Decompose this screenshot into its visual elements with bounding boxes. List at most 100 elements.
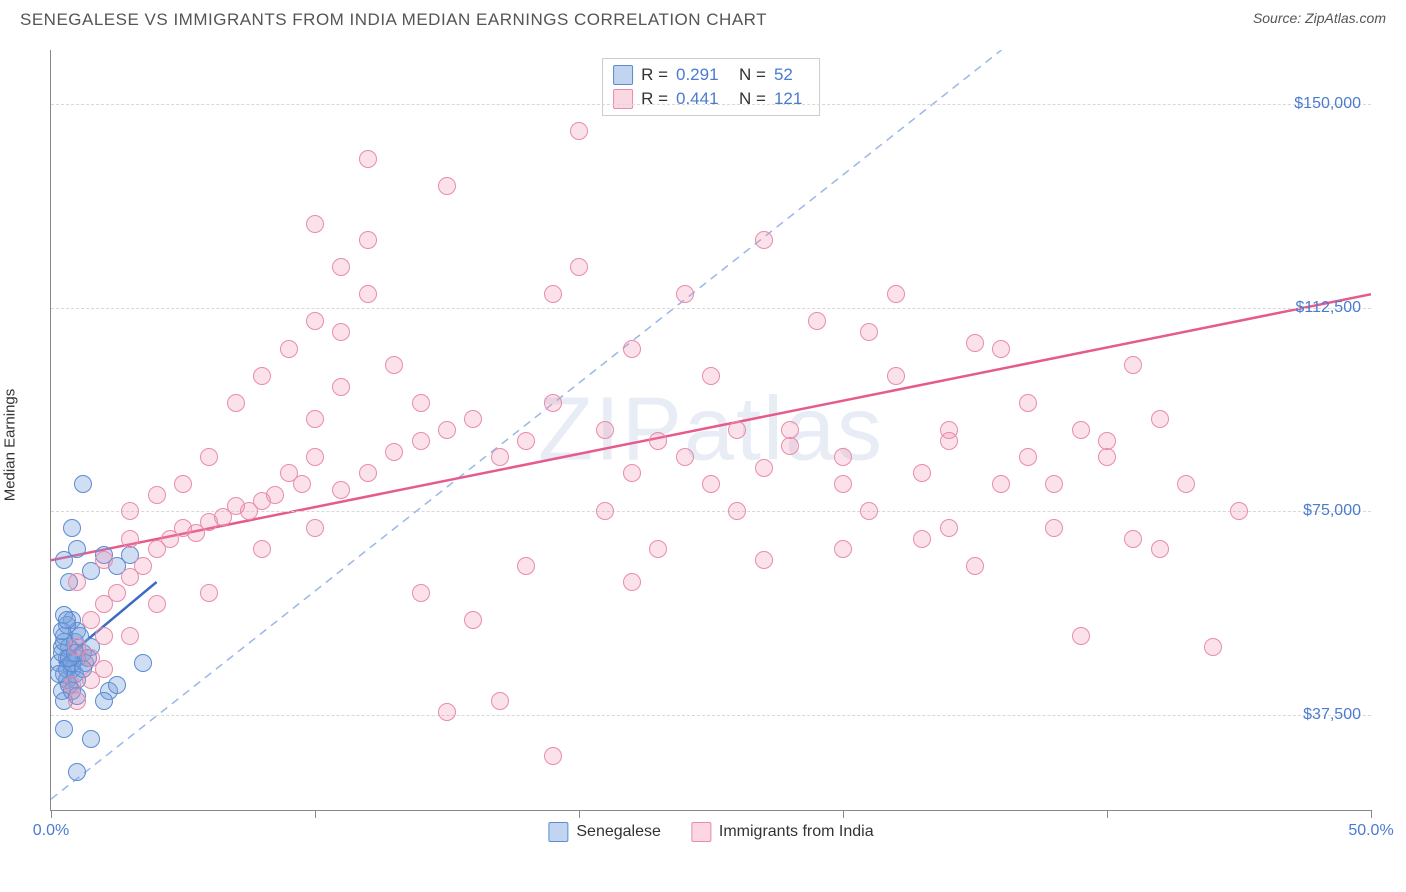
series-legend: Senegalese Immigrants from India <box>548 822 873 842</box>
n-label: N = <box>739 89 766 109</box>
x-tick <box>843 810 844 818</box>
data-point <box>887 367 905 385</box>
data-point <box>544 747 562 765</box>
data-point <box>834 540 852 558</box>
x-tick <box>1371 810 1372 818</box>
data-point <box>82 730 100 748</box>
data-point <box>596 421 614 439</box>
x-tick <box>315 810 316 818</box>
data-point <box>332 481 350 499</box>
data-point <box>1124 356 1142 374</box>
data-point <box>860 502 878 520</box>
y-tick-label: $150,000 <box>1294 95 1361 113</box>
data-point <box>887 285 905 303</box>
legend-item-senegalese: Senegalese <box>548 822 661 842</box>
data-point <box>755 459 773 477</box>
data-point <box>68 692 86 710</box>
stats-row-india: R = 0.441 N = 121 <box>613 87 809 111</box>
data-point <box>108 584 126 602</box>
data-point <box>63 519 81 537</box>
data-point <box>808 312 826 330</box>
gridline <box>51 715 1371 716</box>
y-tick-label: $112,500 <box>1295 299 1361 317</box>
r-value-2: 0.441 <box>676 89 731 109</box>
stats-row-senegalese: R = 0.291 N = 52 <box>613 63 809 87</box>
data-point <box>306 312 324 330</box>
data-point <box>1072 627 1090 645</box>
data-point <box>74 475 92 493</box>
data-point <box>649 432 667 450</box>
legend-label-2: Immigrants from India <box>719 823 874 841</box>
data-point <box>121 530 139 548</box>
data-point <box>464 410 482 428</box>
data-point <box>68 540 86 558</box>
data-point <box>200 584 218 602</box>
data-point <box>1019 448 1037 466</box>
data-point <box>174 475 192 493</box>
data-point <box>134 654 152 672</box>
data-point <box>385 356 403 374</box>
data-point <box>860 323 878 341</box>
data-point <box>280 340 298 358</box>
data-point <box>966 334 984 352</box>
r-label: R = <box>641 89 668 109</box>
data-point <box>702 367 720 385</box>
data-point <box>438 421 456 439</box>
data-point <box>702 475 720 493</box>
y-axis-label: Median Earnings <box>2 389 19 502</box>
data-point <box>121 502 139 520</box>
data-point <box>1072 421 1090 439</box>
data-point <box>306 519 324 537</box>
data-point <box>412 432 430 450</box>
data-point <box>913 464 931 482</box>
data-point <box>227 394 245 412</box>
data-point <box>834 475 852 493</box>
source-label: Source: ZipAtlas.com <box>1253 10 1386 26</box>
x-tick-label: 0.0% <box>33 822 69 840</box>
data-point <box>992 475 1010 493</box>
data-point <box>385 443 403 461</box>
data-point <box>940 421 958 439</box>
data-point <box>148 595 166 613</box>
data-point <box>517 557 535 575</box>
data-point <box>940 519 958 537</box>
data-point <box>781 421 799 439</box>
r-value-1: 0.291 <box>676 65 731 85</box>
data-point <box>649 540 667 558</box>
data-point <box>992 340 1010 358</box>
x-tick <box>579 810 580 818</box>
data-point <box>728 421 746 439</box>
data-point <box>95 692 113 710</box>
data-point <box>623 573 641 591</box>
data-point <box>781 437 799 455</box>
swatch-blue <box>613 65 633 85</box>
data-point <box>544 394 562 412</box>
data-point <box>570 258 588 276</box>
data-point <box>253 540 271 558</box>
data-point <box>596 502 614 520</box>
watermark: ZIPatlas <box>538 379 884 482</box>
y-tick-label: $75,000 <box>1303 502 1361 520</box>
data-point <box>108 676 126 694</box>
data-point <box>1204 638 1222 656</box>
data-point <box>121 627 139 645</box>
data-point <box>517 432 535 450</box>
data-point <box>1151 540 1169 558</box>
legend-label-1: Senegalese <box>576 823 661 841</box>
x-tick <box>51 810 52 818</box>
data-point <box>570 122 588 140</box>
data-point <box>1230 502 1248 520</box>
data-point <box>306 448 324 466</box>
data-point <box>82 611 100 629</box>
data-point <box>676 285 694 303</box>
n-label: N = <box>739 65 766 85</box>
plot-area: ZIPatlas R = 0.291 N = 52 R = 0.441 N = … <box>50 50 1371 811</box>
data-point <box>359 285 377 303</box>
data-point <box>82 671 100 689</box>
data-point <box>306 410 324 428</box>
data-point <box>1098 448 1116 466</box>
data-point <box>728 502 746 520</box>
data-point <box>464 611 482 629</box>
data-point <box>332 258 350 276</box>
chart-title: SENEGALESE VS IMMIGRANTS FROM INDIA MEDI… <box>20 10 767 30</box>
